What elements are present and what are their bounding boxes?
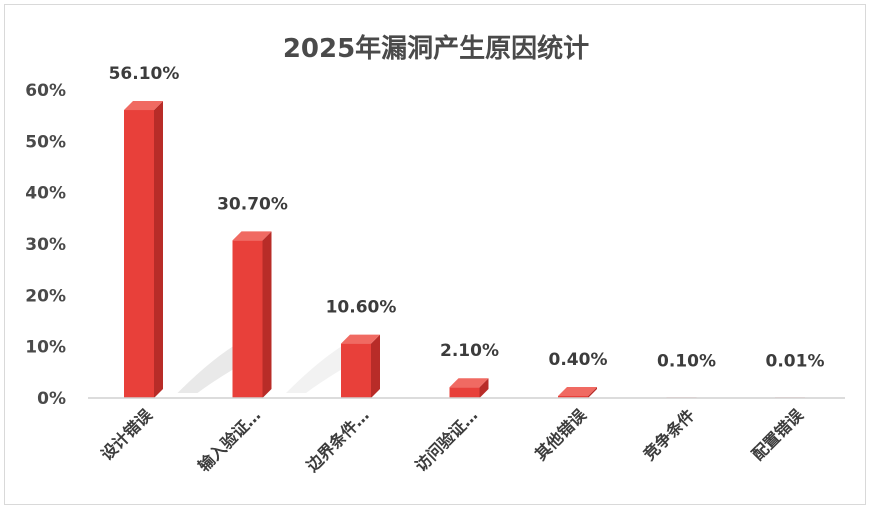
bar: [558, 395, 588, 398]
category-labels: 设计错误 输入验证… 边界条件… 访问验证… 其他错误 竞争条件 配置错误: [97, 405, 807, 476]
data-labels: 56.10% 30.70% 10.60% 2.10% 0.40% 0.10% 0.01%: [109, 64, 825, 371]
category-label: 配置错误: [748, 405, 807, 464]
bar-top: [341, 334, 380, 344]
bar-side: [588, 386, 597, 398]
y-tick-label: 0%: [37, 389, 66, 409]
y-tick-label: 10%: [25, 338, 66, 358]
bar-side: [371, 334, 380, 398]
category-label: 访问验证…: [411, 405, 481, 475]
bars-group: [124, 101, 805, 399]
y-axis-ticks: 0% 10% 20% 30% 40% 50% 60%: [25, 81, 66, 409]
bar: [341, 343, 371, 398]
chart-title: 2025年漏洞产生原因统计: [282, 34, 590, 64]
y-tick-label: 40%: [25, 184, 66, 204]
bar: [232, 240, 263, 398]
category-label: 边界条件…: [302, 405, 373, 476]
bar: [124, 110, 154, 399]
bar-top: [232, 231, 272, 241]
bar-side: [154, 101, 163, 399]
category-label: 设计错误: [97, 405, 156, 464]
data-label: 0.10%: [657, 351, 716, 371]
data-label: 0.01%: [766, 351, 825, 371]
category-label: 其他错误: [531, 405, 590, 464]
bar-side: [479, 378, 489, 398]
data-label: 30.70%: [217, 194, 288, 214]
bar-top: [558, 386, 597, 396]
bar-side: [262, 231, 272, 398]
bar-top: [124, 101, 163, 111]
y-tick-label: 30%: [25, 235, 66, 255]
y-tick-label: 20%: [25, 286, 66, 306]
data-label: 2.10%: [440, 341, 499, 361]
y-tick-label: 60%: [25, 81, 66, 101]
data-label: 0.40%: [549, 350, 608, 370]
bar-top: [449, 378, 489, 388]
data-label: 56.10%: [109, 64, 180, 84]
category-label: 输入验证…: [194, 405, 264, 475]
category-label: 竞争条件: [640, 405, 699, 464]
bar: [449, 387, 480, 398]
data-label: 10.60%: [326, 298, 397, 318]
y-tick-label: 50%: [25, 132, 66, 152]
